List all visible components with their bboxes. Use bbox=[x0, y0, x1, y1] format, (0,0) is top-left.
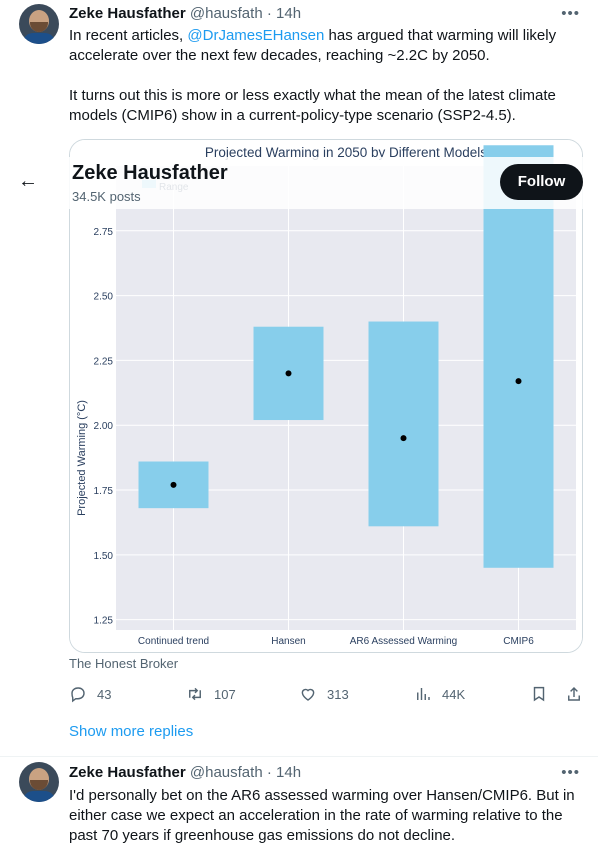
heart-icon bbox=[301, 688, 315, 701]
divider bbox=[0, 756, 598, 757]
reply-icon bbox=[71, 687, 85, 703]
bookmark-button[interactable] bbox=[530, 684, 548, 704]
author-name[interactable]: Zeke Hausfather bbox=[69, 764, 186, 781]
x-tick-label: Continued trend bbox=[138, 636, 209, 647]
range-bar-3 bbox=[368, 321, 439, 527]
mean-point-4 bbox=[515, 378, 522, 385]
like-button[interactable]: 313 bbox=[299, 684, 349, 704]
back-arrow-icon[interactable]: ← bbox=[18, 170, 38, 192]
bookmark-icon bbox=[533, 686, 545, 702]
y-tick-label: 2.75 bbox=[94, 227, 114, 238]
views-count: 44K bbox=[442, 686, 466, 702]
x-tick-label: CMIP6 bbox=[503, 636, 534, 647]
tweet-reply: Zeke Hausfather @hausfath · 14h ••• I'd … bbox=[0, 757, 598, 852]
tweet-text: In recent articles, @DrJamesEHansen has … bbox=[69, 26, 579, 126]
y-tick-label: 1.75 bbox=[94, 486, 114, 497]
follow-button[interactable]: Follow bbox=[500, 164, 583, 200]
more-options-icon[interactable]: ••• bbox=[561, 764, 580, 781]
author-handle[interactable]: @hausfath bbox=[189, 5, 263, 22]
repost-button[interactable]: 107 bbox=[186, 684, 236, 704]
author-handle[interactable]: @hausfath bbox=[189, 764, 263, 781]
card-source[interactable]: The Honest Broker bbox=[69, 656, 179, 671]
text-part: In recent articles, bbox=[69, 27, 188, 44]
chart-title: Projected Warming in 2050 by Different M… bbox=[205, 145, 487, 160]
tweet-main: Zeke Hausfather @hausfath · 14h ••• In r… bbox=[19, 4, 583, 740]
mean-point-3 bbox=[400, 435, 407, 442]
author-name[interactable]: Zeke Hausfather bbox=[69, 5, 186, 22]
tweet-header: Zeke Hausfather @hausfath · 14h bbox=[69, 763, 301, 783]
mean-point-1 bbox=[170, 481, 177, 488]
reply-count: 43 bbox=[97, 686, 112, 702]
time-separator: · bbox=[266, 764, 272, 781]
y-tick-label: 2.25 bbox=[94, 356, 114, 367]
profile-header-overlay: ← Zeke Hausfather 34.5K posts Follow bbox=[0, 157, 598, 209]
tweet-header: Zeke Hausfather @hausfath · 14h bbox=[69, 4, 301, 24]
post-count: 34.5K posts bbox=[72, 189, 141, 204]
share-button[interactable] bbox=[565, 684, 583, 704]
range-chart: Projected Warming in 2050 by Different M… bbox=[70, 140, 582, 652]
tweet-time[interactable]: 14h bbox=[276, 764, 302, 781]
like-count: 313 bbox=[327, 686, 349, 702]
y-axis-label: Projected Warming (°C) bbox=[76, 400, 88, 516]
mean-point-2 bbox=[285, 370, 292, 377]
time-separator: · bbox=[266, 5, 272, 22]
profile-name: Zeke Hausfather bbox=[72, 162, 228, 184]
avatar[interactable] bbox=[19, 4, 59, 44]
repost-count: 107 bbox=[214, 686, 236, 702]
more-options-icon[interactable]: ••• bbox=[561, 5, 580, 22]
views-button[interactable]: 44K bbox=[414, 684, 465, 704]
range-bar-4 bbox=[483, 145, 554, 568]
chart-card[interactable]: Projected Warming in 2050 by Different M… bbox=[69, 139, 583, 653]
y-tick-label: 1.25 bbox=[94, 616, 114, 627]
show-more-replies-link[interactable]: Show more replies bbox=[69, 723, 194, 740]
action-bar: 43 107 313 44K bbox=[69, 684, 583, 704]
repost-icon bbox=[189, 687, 201, 701]
y-tick-label: 2.00 bbox=[94, 421, 114, 432]
mention-link[interactable]: @DrJamesEHansen bbox=[187, 27, 325, 44]
share-icon bbox=[568, 686, 580, 701]
text-part: has argued that warming will likely acce… bbox=[69, 27, 557, 64]
y-tick-label: 2.50 bbox=[94, 292, 114, 303]
tweet-time[interactable]: 14h bbox=[276, 5, 302, 22]
text-paragraph: It turns out this is more or less exactl… bbox=[69, 87, 556, 124]
x-tick-label: AR6 Assessed Warming bbox=[350, 636, 457, 647]
tweet-text: I'd personally bet on the AR6 assessed w… bbox=[69, 787, 575, 844]
x-tick-label: Hansen bbox=[271, 636, 305, 647]
reply-button[interactable]: 43 bbox=[69, 684, 111, 704]
avatar[interactable] bbox=[19, 762, 59, 802]
y-tick-label: 1.50 bbox=[94, 551, 114, 562]
views-icon bbox=[417, 688, 430, 700]
